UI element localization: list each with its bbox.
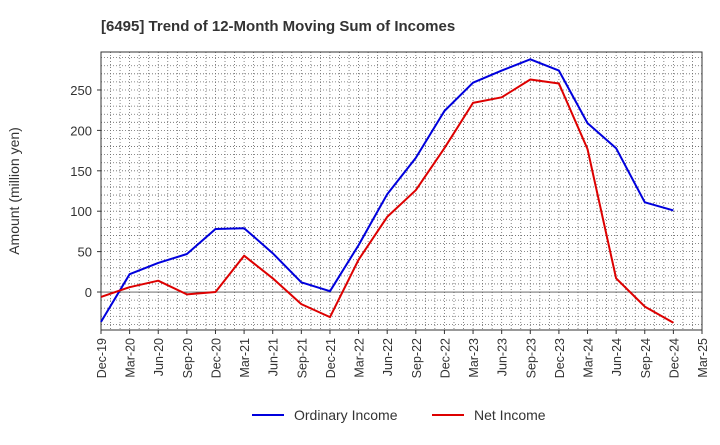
y-axis-label: Amount (million yen): [6, 127, 22, 255]
x-tick-label: Jun-21: [267, 338, 281, 376]
axes: 0 50 100 150 200 250 Dec-19 Mar-20 Jun-20 Sep-20 D…: [70, 51, 710, 378]
legend: Ordinary Income Net Income: [252, 407, 546, 423]
x-tick-label: Sep-24: [639, 338, 653, 378]
y-tick-label: 0: [85, 285, 92, 300]
x-tick-label: Mar-20: [124, 338, 138, 378]
legend-label: Ordinary Income: [294, 407, 398, 423]
y-tick-label: 100: [70, 204, 92, 219]
x-tick-label: Mar-22: [353, 338, 367, 378]
plot-frame: [100, 51, 703, 331]
x-tick-label: Sep-22: [410, 338, 424, 378]
x-tick-label: Jun-22: [381, 338, 395, 376]
x-tick-label: Jun-20: [152, 338, 166, 376]
x-tick-label: Jun-24: [610, 338, 624, 376]
x-tick-label: Sep-23: [524, 338, 538, 378]
x-tick-label: Mar-25: [696, 338, 710, 378]
x-tick-label: Dec-23: [553, 338, 567, 378]
x-tick-label: Dec-22: [438, 338, 452, 378]
x-tick-label: Sep-21: [295, 338, 309, 378]
chart-title: [6495] Trend of 12-Month Moving Sum of I…: [101, 18, 455, 35]
series-line-ordinary-income: [100, 58, 674, 323]
x-tick-label: Jun-23: [496, 338, 510, 376]
y-tick-label: 200: [70, 123, 92, 138]
x-tick-label: Mar-24: [582, 338, 596, 378]
legend-label: Net Income: [474, 407, 546, 423]
x-tick-label: Sep-20: [181, 338, 195, 378]
x-tick-label: Dec-19: [95, 338, 109, 378]
x-tick-label: Mar-21: [238, 338, 252, 378]
x-tick-label: Dec-20: [209, 338, 223, 378]
y-tick-label: 50: [78, 245, 92, 260]
x-tick-label: Dec-21: [324, 338, 338, 378]
x-tick-label: Mar-23: [467, 338, 481, 378]
series-group: [100, 58, 674, 324]
y-tick-label: 250: [70, 83, 92, 98]
series-line-net-income: [100, 78, 674, 324]
x-tick-label: Dec-24: [667, 338, 681, 378]
y-tick-label: 150: [70, 164, 92, 179]
grid: [100, 52, 703, 330]
